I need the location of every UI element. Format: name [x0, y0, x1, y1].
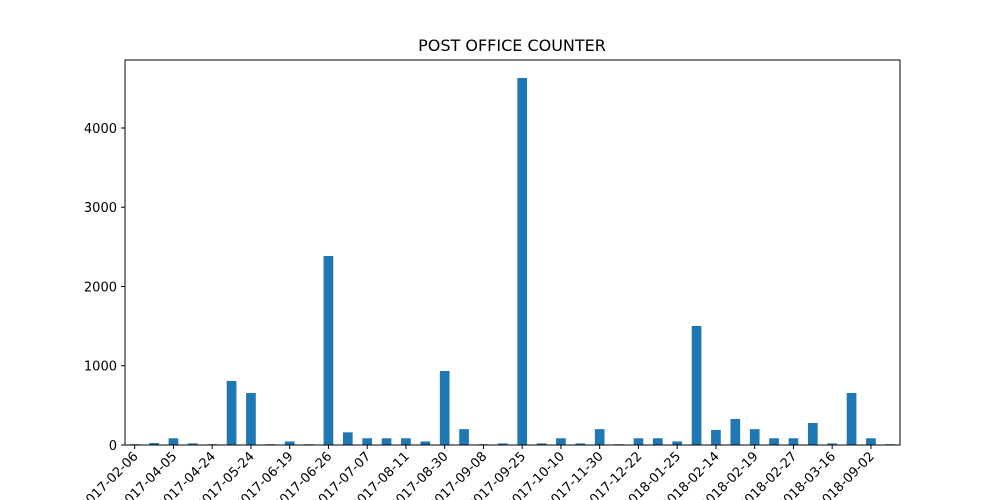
bar: [575, 443, 586, 445]
y-tick-label: 3000: [84, 201, 117, 216]
bar: [459, 429, 469, 445]
bar: [536, 443, 547, 445]
bar: [439, 370, 450, 445]
bar: [401, 438, 411, 445]
bar: [246, 393, 256, 445]
y-tick-label: 1000: [84, 360, 117, 375]
bar: [711, 429, 721, 445]
bar: [226, 380, 237, 445]
bar: [749, 429, 760, 445]
bar: [633, 438, 644, 445]
bar: [730, 419, 741, 445]
plot-frame: [124, 59, 901, 446]
bar: [284, 441, 295, 445]
bar: [420, 441, 431, 445]
bar: [517, 77, 528, 445]
bar: [769, 438, 779, 445]
bar: [788, 438, 799, 445]
bar: [381, 438, 392, 445]
bar: [672, 441, 683, 445]
bar: [323, 255, 334, 445]
bar: [342, 432, 353, 445]
bar: [652, 438, 663, 445]
y-tick-label: 2000: [84, 280, 117, 295]
bar: [168, 438, 179, 445]
bar: [866, 438, 876, 445]
bar: [149, 443, 159, 445]
bar: [497, 443, 508, 445]
bar: [556, 438, 566, 445]
bar: [187, 443, 198, 445]
bar: [807, 422, 818, 445]
bar: [691, 325, 702, 445]
bar: [594, 429, 605, 445]
y-tick-label: 4000: [84, 122, 117, 137]
bar: [846, 393, 857, 445]
chart-title: POST OFFICE COUNTER: [418, 36, 606, 55]
y-tick-label: 0: [109, 439, 117, 454]
bar: [362, 438, 373, 445]
bar: [827, 443, 838, 445]
